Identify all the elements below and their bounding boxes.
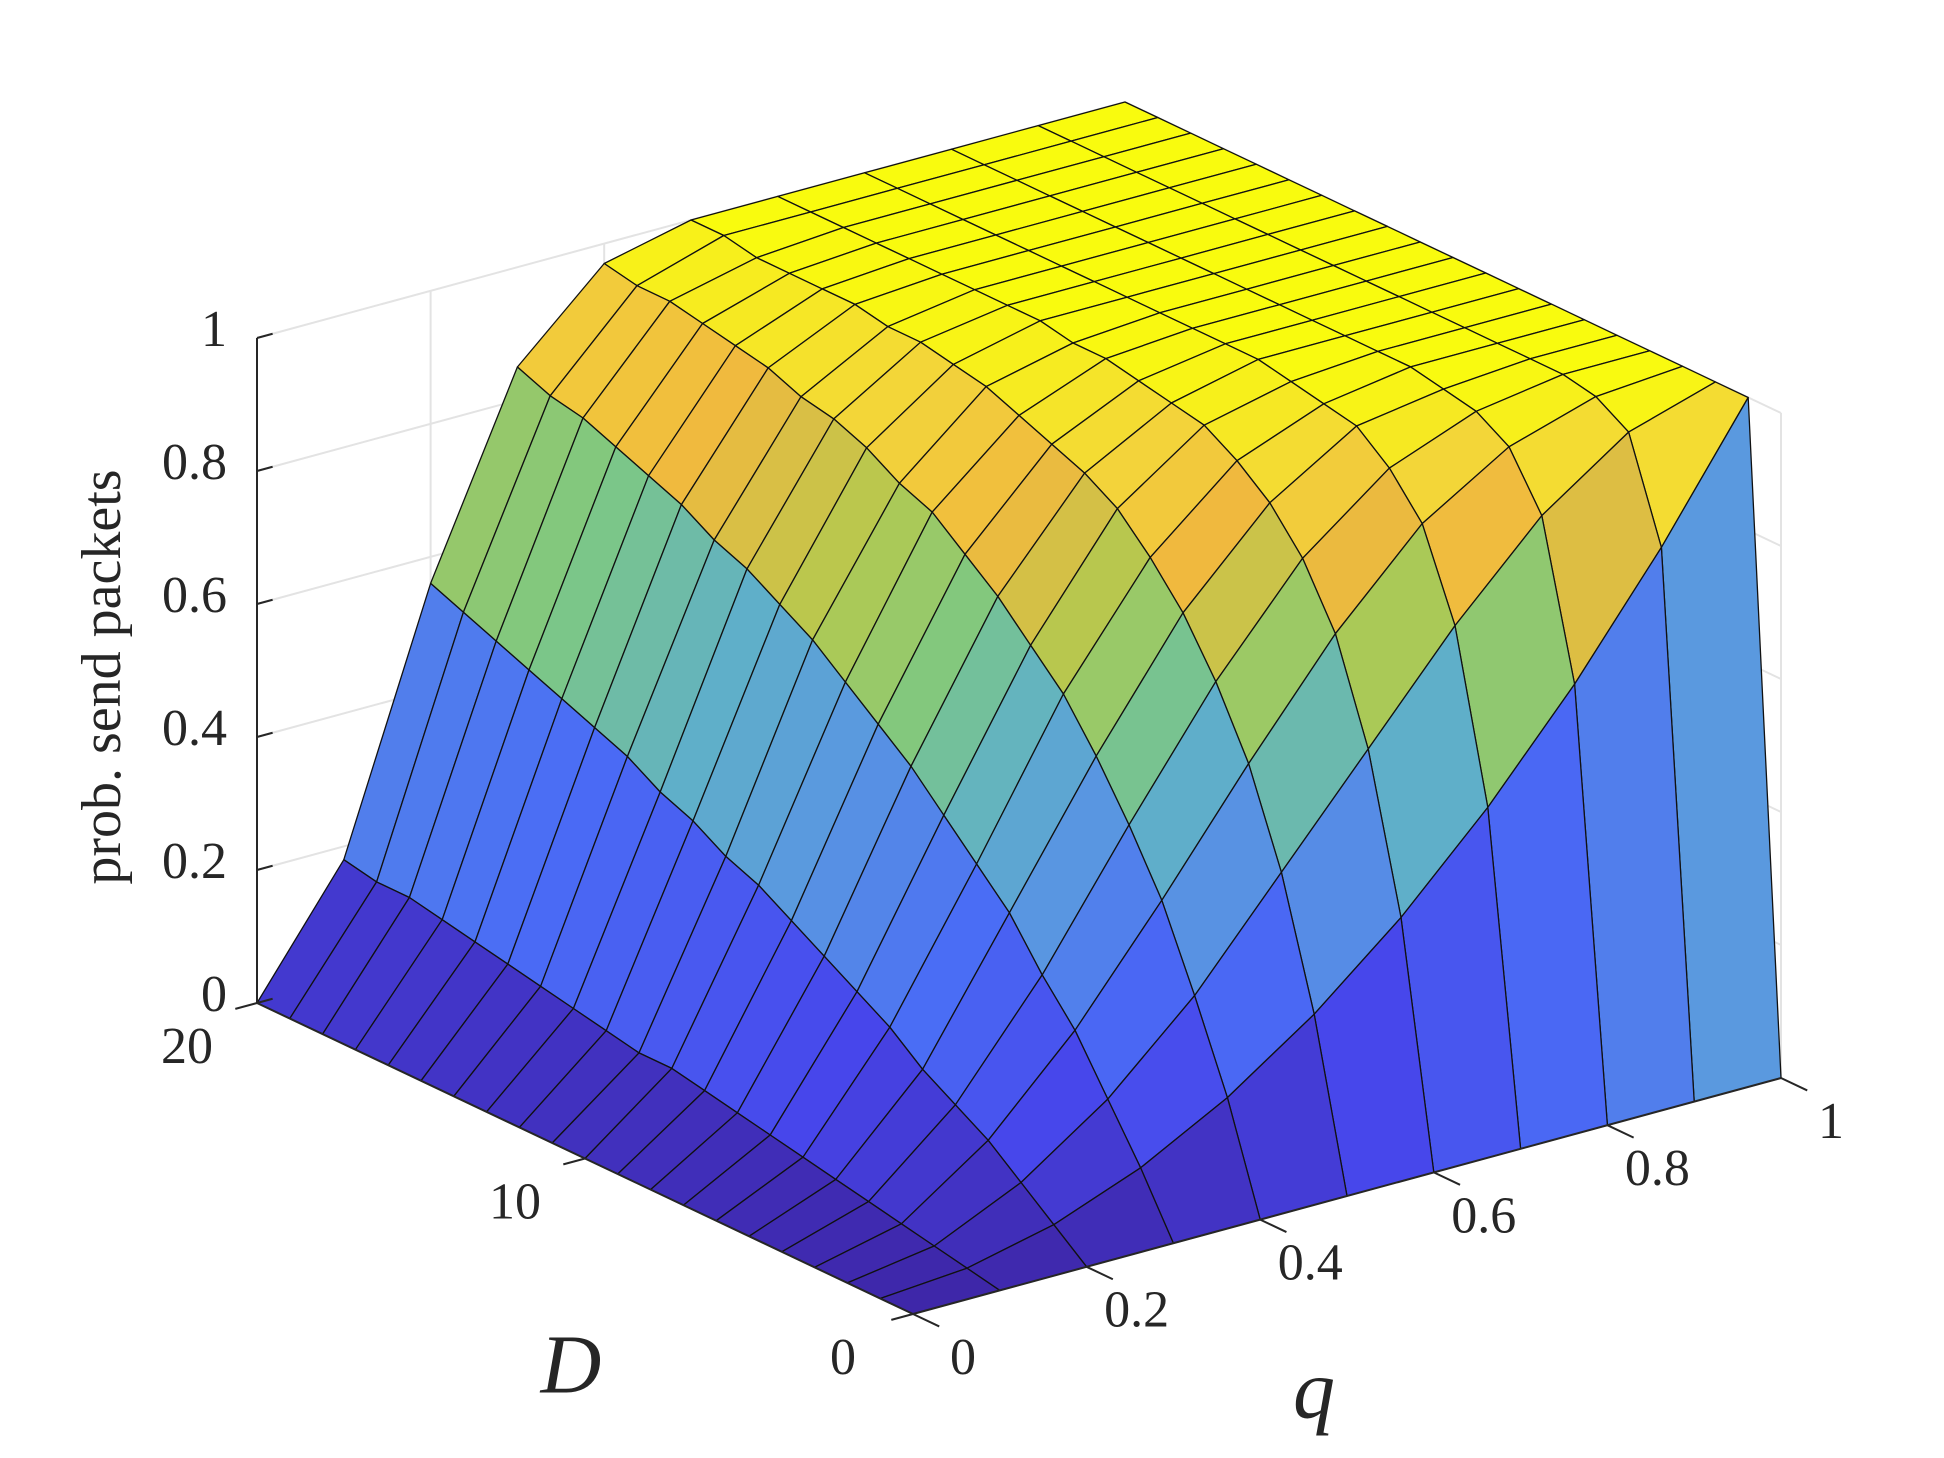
x-tick [1606, 1124, 1635, 1139]
y-tick-label: 10 [489, 1173, 541, 1230]
z-tick-label: 0.6 [162, 567, 227, 624]
x-tick [1259, 1218, 1287, 1233]
y-axis-label: D [540, 1318, 602, 1411]
x-tick-label: 0.6 [1451, 1187, 1516, 1244]
x-tick-label: 1 [1818, 1093, 1844, 1150]
y-tick-label: 0 [830, 1329, 856, 1386]
x-tick-label: 0.4 [1278, 1235, 1343, 1292]
x-tick-label: 0.2 [1104, 1282, 1169, 1339]
z-tick-label: 0.4 [162, 700, 227, 757]
z-tick [256, 864, 273, 871]
z-tick-label: 0.2 [162, 833, 227, 890]
z-tick [256, 598, 273, 605]
surface [256, 101, 1782, 1315]
y-tick [563, 1157, 586, 1166]
x-tick-label: 0.8 [1625, 1140, 1690, 1197]
x-axis-label: q [1293, 1343, 1335, 1436]
x-tick [1433, 1171, 1461, 1186]
z-tick-label: 1 [201, 301, 227, 358]
z-tick [256, 465, 273, 472]
z-tick [256, 997, 273, 1004]
x-axis [912, 1077, 1782, 1315]
y-tick [235, 1002, 258, 1010]
z-tick [256, 332, 273, 339]
x-tick [1780, 1077, 1808, 1092]
x-tick [912, 1313, 940, 1328]
z-tick [256, 731, 273, 738]
y-tick-label: 20 [161, 1018, 213, 1075]
z-tick-label: 0 [201, 966, 227, 1023]
x-tick [1086, 1265, 1114, 1281]
y-tick [891, 1313, 914, 1321]
z-axis-label: prob. send packets [71, 469, 133, 884]
z-tick-label: 0.8 [162, 434, 227, 491]
x-tick-label: 0 [950, 1329, 976, 1386]
